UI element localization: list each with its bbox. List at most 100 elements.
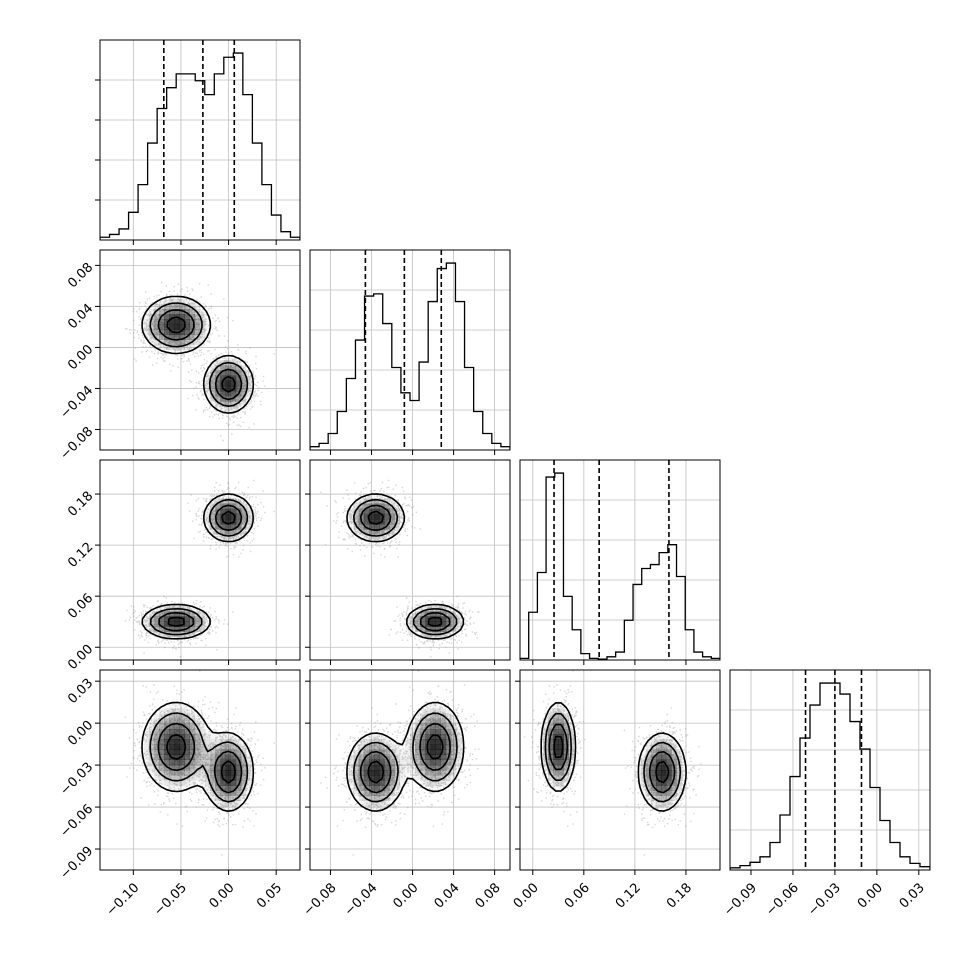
histogram-1 (310, 262, 510, 450)
density-cell (174, 723, 180, 730)
density-cell (445, 729, 452, 735)
density-cell (420, 734, 426, 740)
density-cell (445, 775, 452, 781)
grid-lines (310, 250, 510, 450)
density-cell (553, 703, 559, 709)
density-cell (389, 508, 395, 515)
density-cell (553, 780, 559, 786)
density-cell (374, 770, 380, 776)
density-cell (235, 749, 242, 755)
density-cell (410, 723, 416, 730)
density-cell (430, 744, 436, 750)
density-cell (548, 775, 554, 781)
density-cell (179, 764, 185, 771)
density-cell (205, 744, 211, 750)
density-cell (451, 729, 457, 735)
density-cell (230, 790, 237, 796)
density-cell (456, 621, 462, 627)
density-cell (164, 754, 170, 760)
density-cell (410, 754, 416, 760)
density-cell (189, 611, 196, 617)
density-cell (200, 775, 206, 781)
sample-points (124, 670, 275, 856)
density-cell (148, 319, 155, 325)
density-cell (194, 729, 201, 735)
density-cell (169, 729, 175, 735)
density-cell (440, 770, 447, 776)
density-cell (671, 744, 677, 750)
x-tick-label: 0.05 (254, 880, 285, 911)
density-cell (353, 508, 359, 515)
density-cell (159, 334, 165, 340)
density-cell (246, 385, 252, 392)
density-cell (194, 749, 201, 755)
density-cell (205, 754, 211, 760)
density-cell (179, 713, 185, 719)
density-cell (369, 790, 375, 796)
density-cell (558, 708, 564, 714)
density-cell (445, 739, 452, 745)
density-cell (235, 759, 242, 766)
density-cell (374, 534, 380, 540)
density-cell (220, 754, 226, 760)
contour-level-3 (166, 316, 236, 393)
scatter-panel-2-0: 0.00 0.06 0.12 0.18 (65, 459, 301, 673)
density-cell (241, 370, 247, 376)
density-cell (169, 775, 175, 781)
density-cell (164, 329, 170, 335)
density-cell (353, 770, 359, 776)
density-cell (374, 519, 380, 525)
density-cell (553, 739, 559, 745)
density-cell (200, 334, 206, 340)
density-cell (384, 775, 390, 781)
density-cell (148, 309, 155, 315)
x-tick-label: −0.05 (151, 880, 190, 919)
density-cell (435, 723, 441, 730)
density-cell (363, 529, 370, 535)
density-cell (235, 380, 242, 387)
density-cell (435, 626, 441, 633)
density-cell (435, 713, 441, 719)
density-cell (430, 759, 436, 766)
density-cell (220, 770, 226, 776)
density-cell (389, 498, 395, 504)
density-cell (241, 513, 247, 520)
density-cell (225, 795, 231, 801)
density-cell (430, 718, 436, 725)
density-cell (153, 744, 160, 750)
density-cell (215, 498, 221, 504)
density-cell (353, 780, 359, 786)
density-cell (159, 723, 165, 730)
density-cell (548, 708, 554, 714)
density-cell (553, 708, 559, 714)
density-cell (394, 780, 400, 786)
density-cell (235, 754, 242, 760)
density-cell (430, 734, 436, 740)
density-cell (220, 401, 226, 407)
density-cell (405, 770, 410, 775)
density-cell (184, 344, 190, 351)
density-cell (194, 734, 201, 740)
density-cell (415, 713, 421, 719)
density-cell (184, 718, 190, 725)
histogram-3 (730, 682, 930, 870)
density-cell (169, 780, 175, 786)
density-cell (369, 524, 375, 530)
density-cell (174, 339, 180, 346)
density-cell (430, 754, 436, 760)
density-cell (445, 759, 452, 766)
density-cell (215, 360, 221, 366)
density-cell (148, 324, 155, 330)
grid-lines (310, 670, 510, 870)
density-cell (210, 385, 216, 392)
density-cell (384, 739, 390, 745)
density-cell (348, 764, 354, 771)
grid-lines (730, 670, 930, 870)
density-cell (440, 718, 447, 725)
density-cell (384, 785, 390, 791)
density-cell (558, 723, 564, 730)
density-cell (148, 764, 155, 771)
density-cell (205, 739, 211, 745)
density-cell (666, 795, 672, 801)
density-cell (435, 729, 441, 735)
